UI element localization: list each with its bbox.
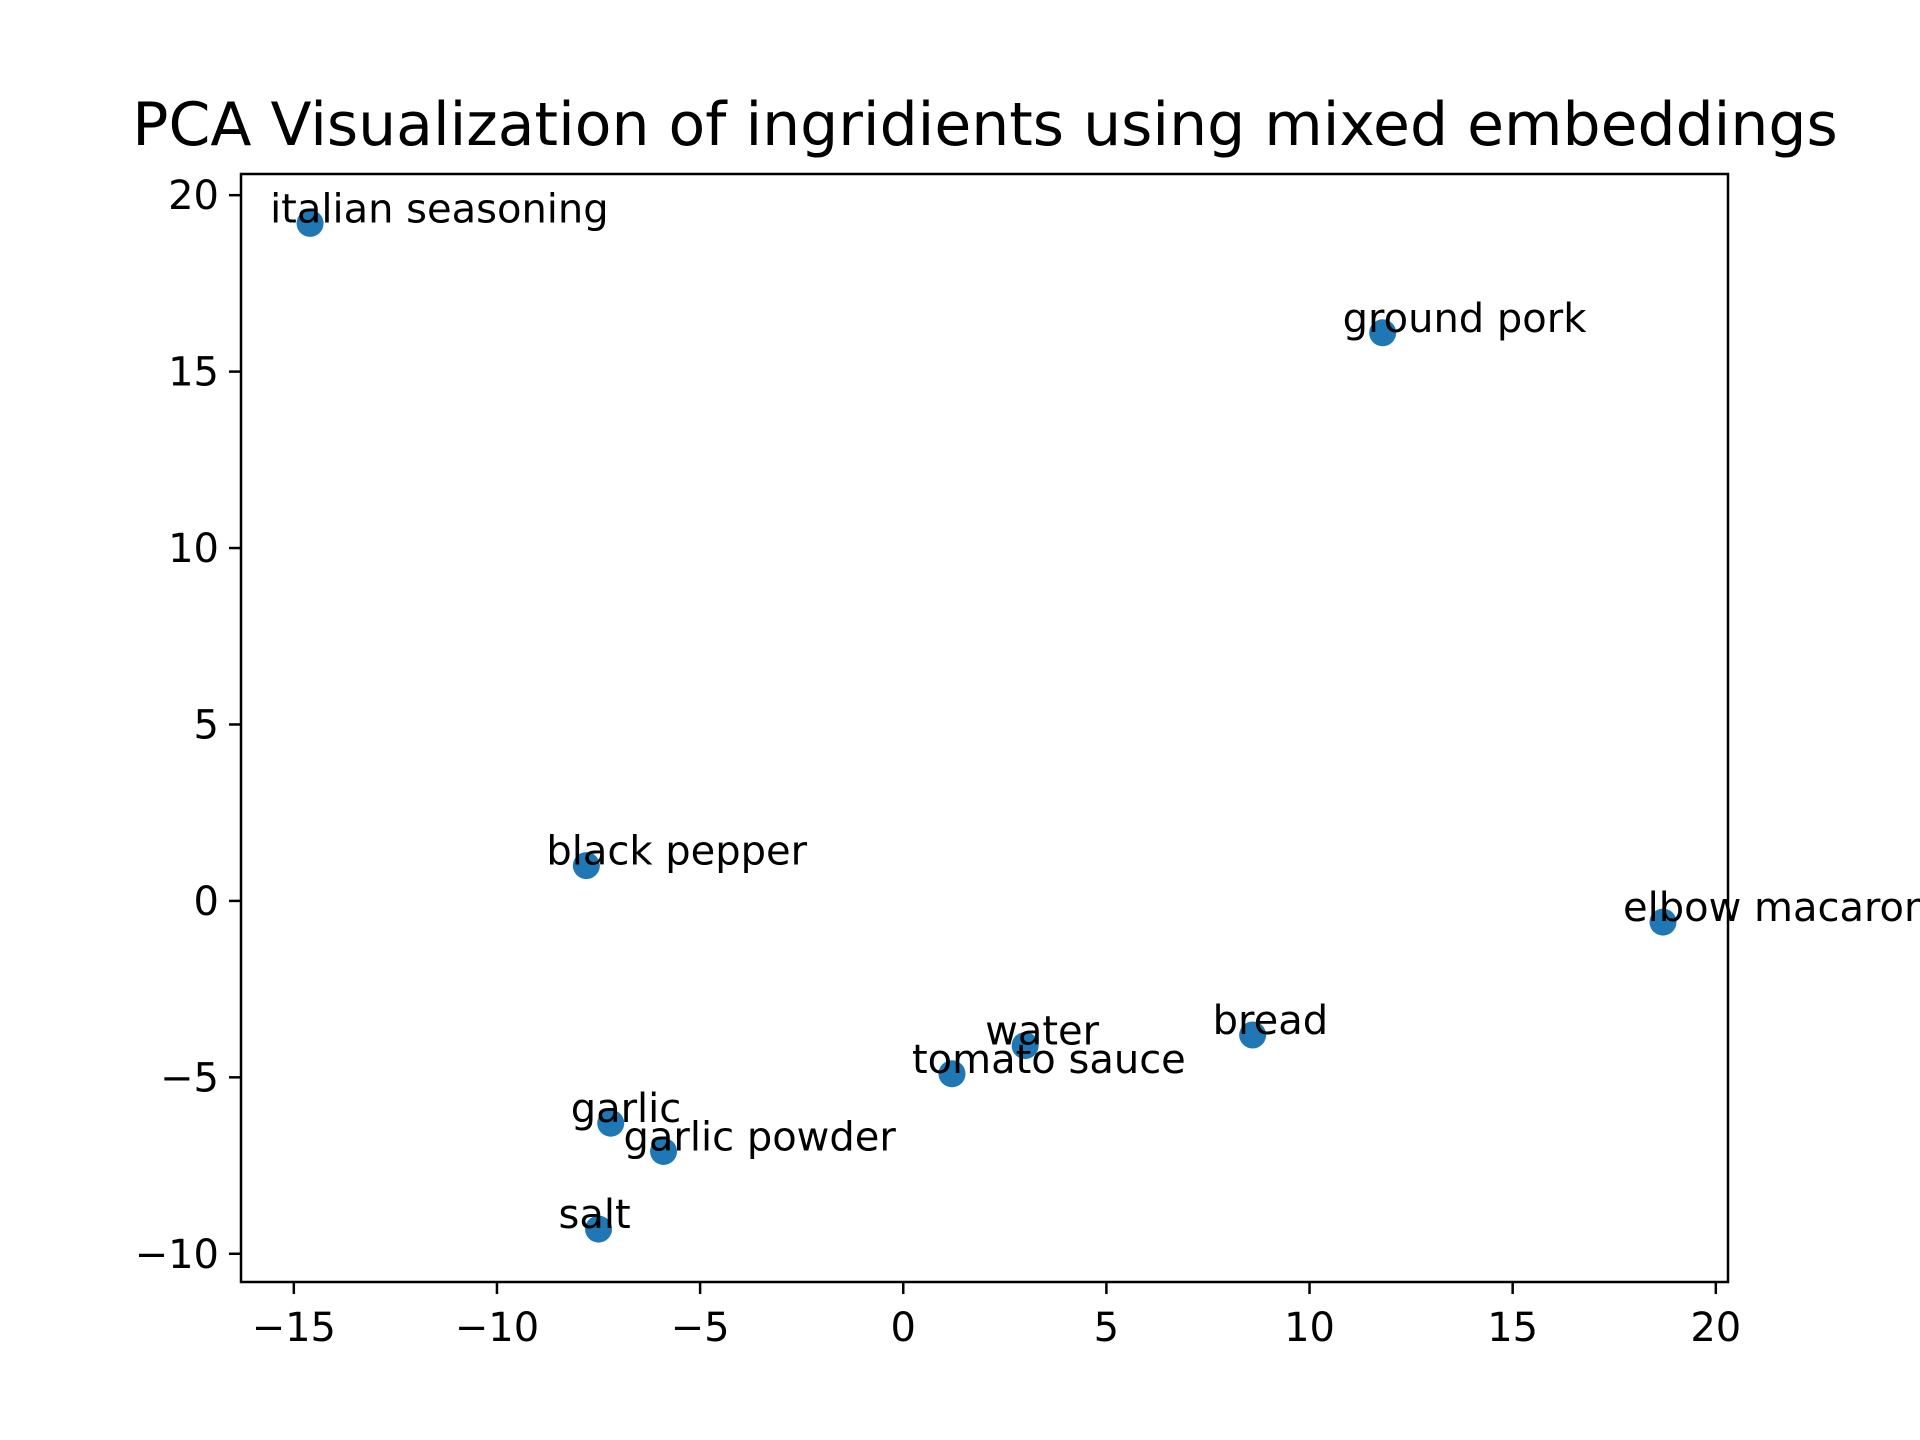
point-label: tomato sauce (912, 1037, 1186, 1083)
y-tick-label: 0 (194, 879, 219, 925)
scatter-point (1239, 1021, 1267, 1049)
scatter-point (585, 1215, 613, 1243)
chart-title: PCA Visualization of ingridients using m… (132, 90, 1837, 160)
plot-area-frame (239, 172, 1730, 1284)
scatter-point (650, 1137, 678, 1165)
point-label: garlic (571, 1086, 682, 1132)
y-tick-label: −10 (135, 1232, 219, 1278)
point-label: garlic powder (624, 1114, 897, 1160)
x-tick-label: 20 (1690, 1305, 1741, 1351)
axis-ticks: −15 −10 −5 0 5 10 15 20 −10 −5 0 5 10 15 20 (135, 173, 1742, 1351)
x-tick-label: −15 (252, 1305, 336, 1351)
x-tick-label: 15 (1487, 1305, 1538, 1351)
y-tick-label: 5 (194, 702, 219, 748)
scatter-point (597, 1109, 625, 1137)
scatter-point (1011, 1032, 1039, 1060)
x-tick-label: −5 (671, 1305, 730, 1351)
point-label: italian seasoning (270, 186, 609, 232)
scatter-point (1649, 908, 1677, 936)
point-label: elbow macaroni (1623, 885, 1920, 931)
x-tick-label: 0 (891, 1305, 916, 1351)
point-label: salt (559, 1192, 631, 1238)
scatter-point (296, 209, 324, 237)
scatter-point (572, 852, 600, 880)
point-label: bread (1213, 998, 1328, 1044)
x-tick-label: −10 (455, 1305, 539, 1351)
point-label: ground pork (1343, 296, 1588, 342)
x-tick-label: 10 (1284, 1305, 1335, 1351)
data-points (296, 209, 1677, 1243)
point-labels: italian seasoning ground pork black pepper… (270, 186, 1920, 1238)
y-tick-label: −5 (160, 1055, 219, 1101)
point-label: black pepper (546, 829, 807, 875)
x-tick-label: 5 (1094, 1305, 1119, 1351)
y-tick-label: 10 (168, 526, 219, 572)
point-label: water (985, 1009, 1100, 1055)
scatter-point (1369, 319, 1397, 347)
y-tick-label: 20 (168, 173, 219, 219)
scatter-point (938, 1060, 966, 1088)
y-tick-label: 15 (168, 350, 219, 396)
